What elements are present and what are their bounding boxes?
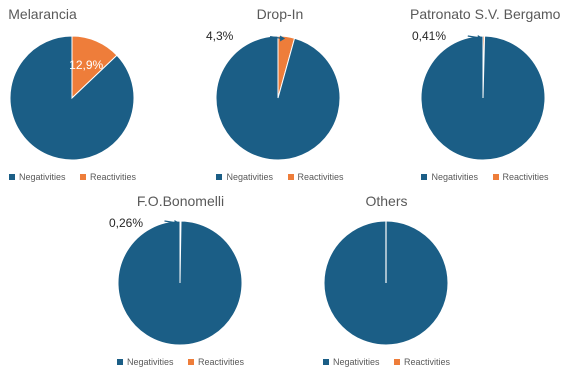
legend-label: Reactivities xyxy=(502,172,549,182)
chart-title: Patronato S.V. Bergamo xyxy=(410,6,561,22)
legend-label: Negativities xyxy=(18,172,66,182)
chart-title: Melarancia xyxy=(8,6,77,22)
pie-panel-bonomelli: F.O.Bonomelli 0,26% Negativities Reactiv… xyxy=(108,186,253,371)
legend-swatch-reactivities xyxy=(287,174,294,180)
pie-panel-melarancia: Melarancia 12,9% Negativities Reactiviti… xyxy=(0,0,145,190)
legend-label: Reactivities xyxy=(404,357,451,367)
legend-item-reactivities: Reactivities xyxy=(80,172,136,182)
legend-swatch-negativities xyxy=(216,174,223,180)
slice-negativities xyxy=(215,35,341,161)
chart-title: F.O.Bonomelli xyxy=(136,193,225,209)
legend-label: Reactivities xyxy=(90,172,137,182)
legend-label: Reactivities xyxy=(297,172,344,182)
pie-chart xyxy=(117,220,243,346)
chart-legend: Negativities Reactivities xyxy=(108,357,253,367)
data-label-reactivities: 12,9% xyxy=(69,58,103,72)
chart-title: Others xyxy=(365,193,408,209)
chart-legend: Negativities Reactivities xyxy=(210,172,350,182)
legend-label: Negativities xyxy=(332,357,380,367)
data-label-reactivities: 4,3% xyxy=(206,29,234,43)
legend-label: Negativities xyxy=(431,172,478,182)
legend-item-reactivities: Reactivities xyxy=(394,357,450,367)
legend-swatch-reactivities xyxy=(80,174,87,180)
legend-label: Reactivities xyxy=(198,357,245,367)
legend-item-negativities: Negativities xyxy=(322,357,380,367)
pie-panel-drop-in: Drop-In 4,3% Negativities Reactivities xyxy=(206,0,350,190)
legend-item-negativities: Negativities xyxy=(116,357,174,367)
legend-label: Negativities xyxy=(226,172,273,182)
legend-item-reactivities: Reactivities xyxy=(492,172,549,182)
legend-swatch-reactivities xyxy=(188,359,195,365)
callout-arrow xyxy=(164,220,180,227)
pie-chart: 12,9% xyxy=(9,35,135,161)
callout-arrow xyxy=(467,35,483,42)
data-label-reactivities: 0,26% xyxy=(109,216,144,230)
legend-item-reactivities: Reactivities xyxy=(188,357,244,367)
chart-legend: Negativities Reactivities xyxy=(0,172,145,182)
legend-item-negativities: Negativities xyxy=(8,172,66,182)
legend-label: Negativities xyxy=(126,357,174,367)
legend-swatch-negativities xyxy=(116,359,123,365)
legend-swatch-negativities xyxy=(8,174,15,180)
legend-item-negativities: Negativities xyxy=(216,172,273,182)
pie-chart xyxy=(323,220,449,346)
chart-title: Drop-In xyxy=(256,6,304,22)
slice-negativities xyxy=(420,35,546,161)
slice-negativities xyxy=(9,35,135,161)
legend-swatch-negativities xyxy=(322,359,329,365)
pie-panel-patronato: Patronato S.V. Bergamo 0,41% Negativitie… xyxy=(410,0,560,190)
pie-chart xyxy=(420,35,546,161)
legend-swatch-reactivities xyxy=(492,174,499,180)
chart-legend: Negativities Reactivities xyxy=(410,172,560,182)
slice-negativities xyxy=(117,220,243,346)
legend-swatch-negativities xyxy=(421,174,428,180)
callout-arrow xyxy=(269,35,286,42)
legend-swatch-reactivities xyxy=(394,359,401,365)
data-label-reactivities: 0,41% xyxy=(412,29,447,43)
pie-panel-others: Others Negativities Reactivities xyxy=(314,186,459,371)
chart-legend: Negativities Reactivities xyxy=(314,357,459,367)
pie-chart xyxy=(215,35,341,161)
legend-item-negativities: Negativities xyxy=(421,172,478,182)
legend-item-reactivities: Reactivities xyxy=(287,172,344,182)
